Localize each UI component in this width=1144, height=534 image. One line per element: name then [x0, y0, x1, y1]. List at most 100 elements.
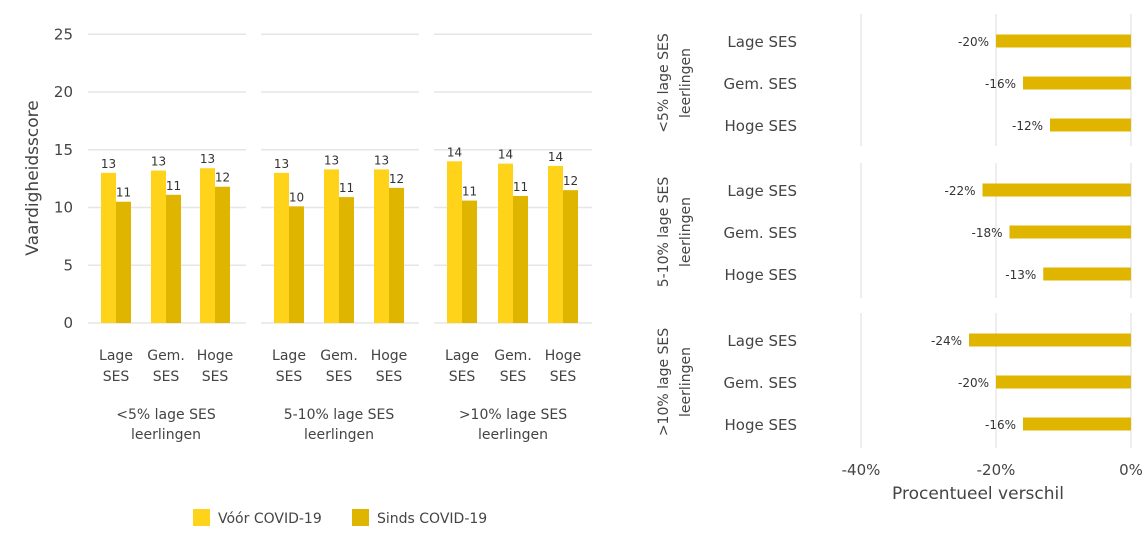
category-label: Lage [99, 348, 133, 364]
facet-label: leerlingen [678, 48, 694, 118]
diff-bar [996, 375, 1131, 389]
facet-label: 5-10% lage SES [656, 177, 672, 288]
diff-value-label: -18% [971, 226, 1002, 240]
row-label: Gem. SES [723, 374, 797, 392]
category-label: Hoge [371, 348, 408, 364]
row-label: Hoge SES [725, 266, 798, 284]
value-label-since: 11 [116, 186, 131, 200]
value-label-before: 14 [498, 148, 513, 162]
value-label-before: 13 [101, 157, 116, 171]
diff-value-label: -20% [958, 35, 989, 49]
value-label-since: 12 [215, 171, 230, 185]
row-label: Gem. SES [723, 224, 797, 242]
bar-since [563, 190, 578, 323]
row-label: Lage SES [727, 33, 797, 51]
category-label: Hoge [545, 348, 582, 364]
category-label: SES [276, 369, 303, 385]
category-label: SES [202, 369, 229, 385]
x-tick-label: -40% [842, 461, 881, 479]
category-label: Lage [445, 348, 479, 364]
y-tick-label: 25 [54, 25, 73, 43]
bar-since [389, 187, 404, 323]
facet-label: <5% lage SES [656, 33, 672, 133]
row-label: Lage SES [727, 332, 797, 350]
y-tick-label: 10 [54, 199, 73, 217]
row-label: Hoge SES [725, 416, 798, 434]
diff-value-label: -22% [944, 184, 975, 198]
facet-label: leerlingen [131, 427, 201, 443]
bar-since [166, 194, 181, 323]
value-label-before: 13 [200, 152, 215, 166]
value-label-before: 13 [151, 155, 166, 169]
category-label: Gem. [320, 348, 358, 364]
bar-before [274, 172, 289, 323]
value-label-before: 13 [324, 153, 339, 167]
row-label: Gem. SES [723, 75, 797, 93]
value-label-since: 11 [513, 180, 528, 194]
value-label-since: 12 [389, 172, 404, 186]
value-label-since: 10 [289, 190, 304, 204]
bar-before [374, 169, 389, 323]
diff-bar [1009, 225, 1131, 239]
bar-before [498, 163, 513, 323]
diff-value-label: -24% [931, 334, 962, 348]
diff-value-label: -20% [958, 376, 989, 390]
category-label: SES [326, 369, 353, 385]
facet-label: >10% lage SES [459, 407, 567, 423]
bar-since [462, 200, 477, 323]
value-label-since: 11 [166, 179, 181, 193]
diff-value-label: -16% [985, 418, 1016, 432]
facet-label: leerlingen [478, 427, 548, 443]
y-axis-title: Vaardigheidsscore [23, 100, 43, 255]
category-label: SES [153, 369, 180, 385]
diff-bar [996, 34, 1131, 48]
legend-swatch-since [352, 509, 369, 526]
bar-before [548, 165, 563, 323]
diff-bar [1023, 417, 1131, 431]
diff-bar [1050, 118, 1131, 132]
diff-bar [982, 183, 1131, 197]
bar-before [101, 172, 116, 323]
bar-since [116, 201, 131, 323]
y-tick-label: 0 [63, 314, 73, 332]
x-axis-title: Procentueel verschil [892, 484, 1064, 504]
row-label: Lage SES [727, 182, 797, 200]
bar-since [513, 195, 528, 323]
category-label: Gem. [494, 348, 532, 364]
bar-since [215, 186, 230, 323]
x-tick-label: -20% [977, 461, 1016, 479]
x-tick-label: 0% [1119, 461, 1143, 479]
value-label-since: 11 [339, 181, 354, 195]
facet-label: leerlingen [678, 347, 694, 417]
bar-before [200, 168, 215, 323]
category-label: SES [550, 369, 577, 385]
diff-bar [1023, 76, 1131, 90]
category-label: SES [103, 369, 130, 385]
bar-before [324, 169, 339, 323]
y-tick-label: 20 [54, 83, 73, 101]
value-label-before: 14 [447, 145, 462, 159]
facet-label: 5-10% lage SES [284, 407, 395, 423]
diff-bar [1043, 267, 1131, 281]
facet-label: <5% lage SES [116, 407, 216, 423]
facet-label: leerlingen [304, 427, 374, 443]
y-tick-label: 5 [63, 256, 73, 274]
diff-value-label: -12% [1012, 119, 1043, 133]
facet-label: >10% lage SES [656, 328, 672, 436]
value-label-before: 13 [274, 157, 289, 171]
row-label: Hoge SES [725, 117, 798, 135]
bar-before [447, 161, 462, 323]
category-label: SES [449, 369, 476, 385]
value-label-since: 11 [462, 185, 477, 199]
category-label: SES [376, 369, 403, 385]
category-label: Lage [272, 348, 306, 364]
diff-value-label: -16% [985, 77, 1016, 91]
value-label-before: 14 [548, 150, 563, 164]
diff-bar [969, 333, 1131, 347]
diff-value-label: -13% [1005, 268, 1036, 282]
bar-since [339, 197, 354, 323]
value-label-since: 12 [563, 174, 578, 188]
value-label-before: 13 [374, 153, 389, 167]
